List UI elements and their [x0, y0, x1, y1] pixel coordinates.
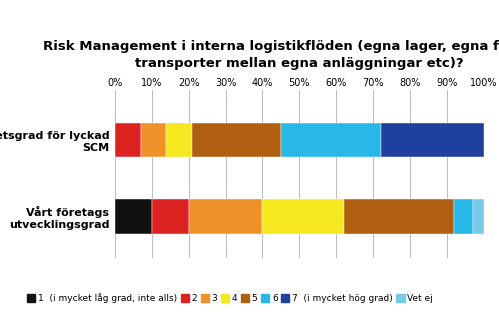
- Bar: [115, 123, 141, 157]
- Legend: 1  (i mycket låg grad, inte alls), 2, 3, 4, 5, 6, 7  (i mycket hög grad), Vet ej: 1 (i mycket låg grad, inte alls), 2, 3, …: [27, 293, 433, 303]
- Bar: [152, 199, 189, 234]
- Bar: [141, 123, 167, 157]
- Bar: [189, 199, 262, 234]
- Bar: [473, 199, 484, 234]
- Bar: [344, 199, 455, 234]
- Bar: [381, 123, 484, 157]
- Bar: [167, 123, 192, 157]
- Bar: [192, 123, 281, 157]
- Bar: [115, 199, 152, 234]
- Bar: [281, 123, 381, 157]
- Bar: [455, 199, 473, 234]
- Bar: [262, 199, 344, 234]
- Title: Risk Management i interna logistikflöden (egna lager, egna fabriker,
transporter: Risk Management i interna logistikflöden…: [43, 39, 499, 69]
